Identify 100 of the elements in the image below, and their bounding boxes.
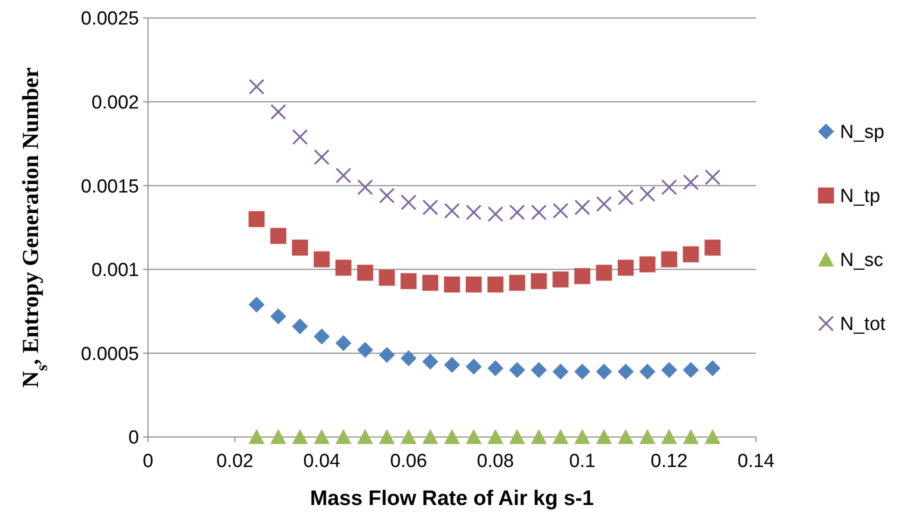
point [574, 268, 590, 284]
point [248, 78, 264, 95]
legend-label: N_sc [840, 250, 884, 272]
point [509, 362, 526, 378]
point [400, 273, 417, 290]
point [704, 240, 721, 256]
point [378, 188, 395, 204]
point [639, 364, 656, 380]
point [618, 364, 634, 380]
point [270, 228, 286, 244]
point [466, 429, 482, 444]
point [530, 362, 547, 378]
point [661, 362, 678, 378]
x-tick-label: 0.06 [390, 451, 428, 472]
y-tick-label: 0.0015 [80, 176, 139, 198]
point [552, 202, 568, 219]
point [661, 179, 678, 196]
point [618, 189, 634, 206]
point [574, 429, 590, 444]
point [444, 356, 460, 373]
point [335, 429, 352, 444]
point [596, 364, 612, 380]
point [466, 358, 482, 375]
point [552, 429, 569, 444]
point [335, 260, 352, 276]
point [335, 335, 352, 352]
point [509, 274, 526, 291]
point [400, 429, 417, 444]
point [292, 429, 308, 444]
point [704, 429, 721, 444]
point [248, 211, 265, 228]
point [444, 276, 460, 292]
point [661, 429, 678, 444]
point [248, 429, 265, 444]
point [336, 168, 352, 184]
legend-label: N_tp [840, 186, 880, 208]
point [509, 204, 526, 220]
point [270, 308, 286, 324]
point [704, 169, 720, 186]
y-tick-label: 0.0005 [80, 344, 139, 365]
point [314, 149, 330, 166]
point [466, 276, 482, 292]
point [682, 429, 699, 444]
y-tick-label: 0 [128, 428, 139, 449]
point [292, 318, 308, 334]
x-tick-label: 0.02 [216, 451, 254, 472]
point [422, 199, 438, 216]
point [639, 256, 656, 272]
point [378, 429, 395, 444]
point [314, 328, 330, 344]
point [596, 196, 612, 212]
point [639, 429, 656, 444]
point [270, 104, 286, 120]
y-tick-label: 0.002 [91, 92, 139, 114]
point [422, 274, 438, 291]
legend-label: N_sp [840, 122, 884, 144]
point [292, 129, 308, 145]
point [487, 429, 504, 444]
x-tick-label: 0.1 [569, 451, 596, 472]
point [552, 271, 569, 288]
point [357, 429, 374, 444]
point [248, 296, 265, 313]
point [444, 202, 460, 219]
x-tick-label: 0.14 [738, 451, 775, 472]
point [357, 264, 374, 281]
point [488, 206, 504, 222]
point [682, 362, 699, 378]
point [357, 179, 374, 196]
x-tick-label: 0 [142, 451, 154, 472]
point [487, 276, 504, 292]
y-tick-label: 0.001 [91, 260, 139, 282]
point [661, 251, 678, 268]
point [640, 186, 656, 202]
point [270, 429, 286, 444]
point [596, 264, 612, 281]
x-tick-label: 0.12 [650, 451, 688, 472]
point [530, 273, 547, 290]
point [422, 429, 438, 444]
y-tick-label: 0.0025 [80, 8, 139, 30]
point [704, 360, 721, 376]
point [618, 260, 634, 276]
point [552, 364, 569, 380]
point [378, 270, 395, 286]
point [466, 204, 482, 220]
x-tick-label: 0.08 [476, 451, 514, 472]
point [314, 429, 330, 444]
point [422, 354, 438, 370]
point [292, 240, 308, 256]
point [682, 174, 699, 190]
point [574, 199, 590, 216]
point [444, 429, 460, 444]
point [682, 246, 699, 262]
x-axis-title: Mass Flow Rate of Air kg s-1 [310, 487, 594, 510]
point [530, 204, 547, 220]
point [400, 350, 417, 366]
point [400, 194, 416, 210]
point [378, 346, 395, 363]
point [530, 429, 547, 444]
x-tick-label: 0.04 [303, 451, 341, 472]
legend-label: N_tot [840, 314, 886, 336]
